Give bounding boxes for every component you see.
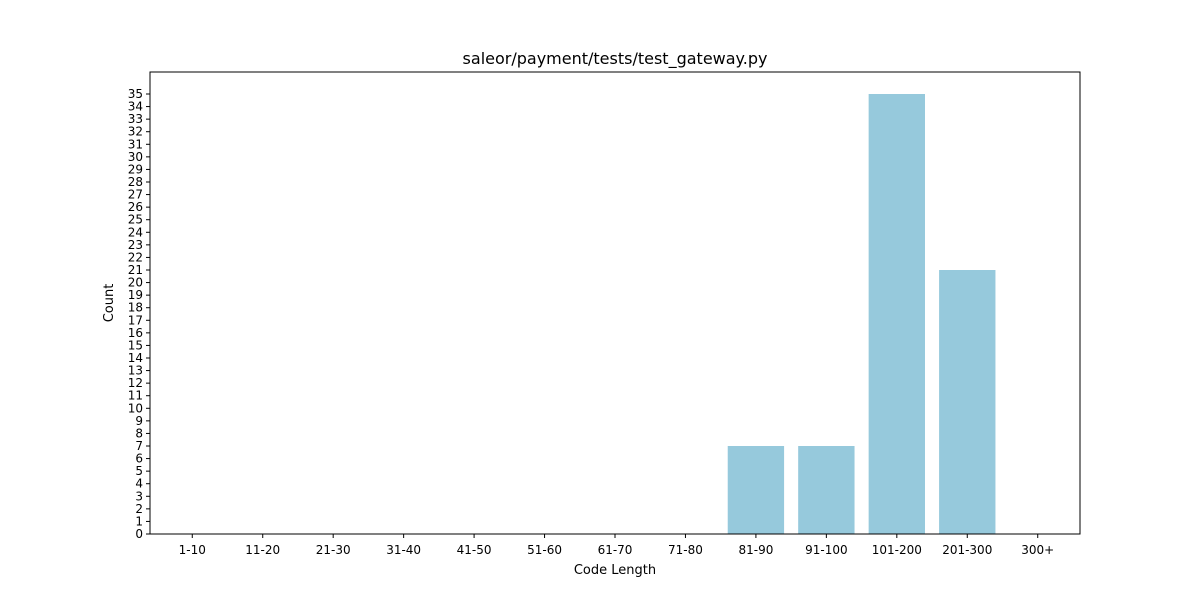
y-tick-label: 20	[128, 276, 143, 290]
y-tick-label: 27	[128, 188, 143, 202]
x-tick-label: 31-40	[386, 543, 421, 557]
y-tick-label: 0	[135, 527, 143, 541]
bars	[727, 94, 996, 534]
x-tick-label: 101-200	[872, 543, 922, 557]
y-axis-label: Count	[102, 284, 117, 323]
y-tick-label: 21	[128, 263, 143, 277]
x-tick-label: 201-300	[942, 543, 992, 557]
x-axis-ticks: 1-10 11-20 21-30 31-40 41-50 51-60 61-70 71-80 8…	[179, 534, 1054, 557]
y-tick-label: 23	[128, 238, 143, 252]
bar-91-100	[798, 446, 855, 534]
y-tick-label: 28	[128, 175, 143, 189]
x-tick-label: 11-20	[245, 543, 280, 557]
x-axis-label: Code Length	[574, 563, 656, 578]
y-tick-label: 25	[128, 213, 143, 227]
x-tick-label: 21-30	[316, 543, 351, 557]
x-tick-label: 81-90	[738, 543, 773, 557]
y-tick-label: 35	[128, 87, 143, 101]
y-tick-label: 30	[128, 150, 143, 164]
bar-101-200	[868, 94, 925, 534]
bar-201-300	[939, 270, 996, 534]
y-tick-label: 14	[128, 351, 143, 365]
x-tick-label: 1-10	[179, 543, 206, 557]
y-tick-label: 7	[135, 439, 143, 453]
y-tick-label: 4	[135, 477, 143, 491]
plot-frame	[149, 71, 1081, 535]
y-tick-label: 11	[128, 389, 143, 403]
y-tick-label: 16	[128, 326, 143, 340]
y-tick-label: 22	[128, 250, 143, 264]
y-axis-ticks: 0123456789101112131415161718192021222324…	[128, 87, 150, 541]
x-tick-label: 51-60	[527, 543, 562, 557]
x-tick-label: 61-70	[598, 543, 633, 557]
y-tick-label: 31	[128, 137, 143, 151]
y-tick-label: 17	[128, 313, 143, 327]
y-tick-label: 18	[128, 301, 143, 315]
x-tick-label: 300+	[1021, 543, 1054, 557]
y-tick-label: 6	[135, 452, 143, 466]
y-tick-label: 26	[128, 200, 143, 214]
y-tick-label: 29	[128, 162, 143, 176]
y-tick-label: 34	[128, 100, 143, 114]
x-tick-label: 41-50	[457, 543, 492, 557]
chart-title: saleor/payment/tests/test_gateway.py	[463, 49, 768, 69]
y-tick-label: 1	[135, 514, 143, 528]
x-tick-label: 71-80	[668, 543, 703, 557]
y-tick-label: 13	[128, 364, 143, 378]
y-tick-label: 24	[128, 225, 143, 239]
bar-81-90	[727, 446, 785, 534]
y-tick-label: 32	[128, 125, 143, 139]
y-tick-label: 8	[135, 426, 143, 440]
x-tick-label: 91-100	[805, 543, 848, 557]
y-tick-label: 19	[128, 288, 143, 302]
y-tick-label: 2	[135, 502, 143, 516]
y-tick-label: 15	[128, 338, 143, 352]
y-tick-label: 5	[135, 464, 143, 478]
y-tick-label: 12	[128, 376, 143, 390]
y-tick-label: 33	[128, 112, 143, 126]
y-tick-label: 3	[135, 489, 143, 503]
y-tick-label: 10	[128, 401, 143, 415]
y-tick-label: 9	[135, 414, 143, 428]
